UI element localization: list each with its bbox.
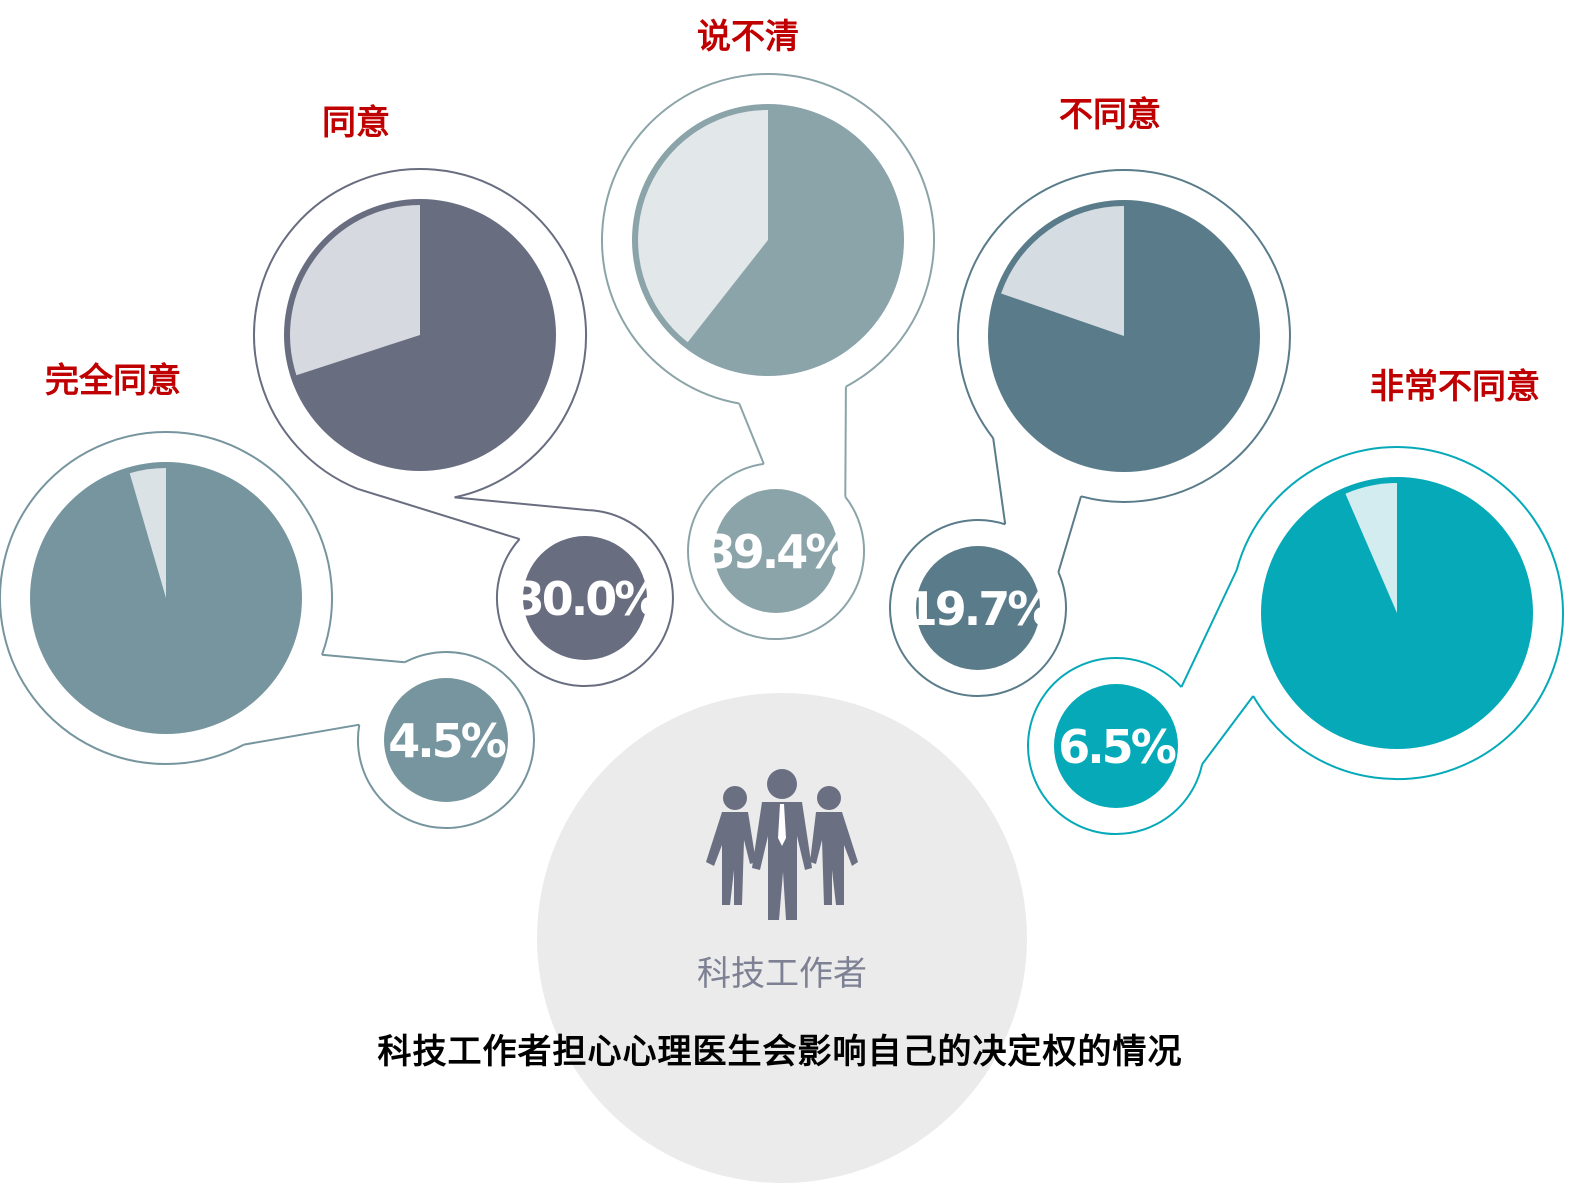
category-label-3: 不同意 <box>1059 95 1161 135</box>
connector-lines <box>0 73 1564 835</box>
value-bubble-4 <box>1054 684 1178 808</box>
pie-ring-3 <box>957 168 1291 503</box>
bubble-ring-2 <box>687 462 865 641</box>
value-label-4: 6.5% <box>1058 720 1175 774</box>
connector-line-0 <box>321 653 405 664</box>
connector-line-2 <box>844 386 847 497</box>
value-label-1: 30.0% <box>513 572 659 626</box>
connector-line-1 <box>454 496 589 512</box>
category-label-2: 说不清 <box>697 17 799 57</box>
pie-slice-value-4 <box>1345 483 1397 613</box>
value-label-0: 4.5% <box>388 714 505 768</box>
center-label: 科技工作者 <box>697 954 867 994</box>
pie-ring-0 <box>0 431 333 765</box>
center-background-circle <box>537 693 1027 1183</box>
category-label-0: 完全同意 <box>45 361 181 401</box>
value-bubble-2 <box>714 489 838 613</box>
value-bubble-group: 4.5% 30.0% 39.4% 19.7% 6.5% <box>384 489 1179 808</box>
category-label-4: 非常不同意 <box>1370 367 1540 407</box>
connector-line-b-1 <box>357 487 520 541</box>
bubble-ring-3 <box>889 519 1067 697</box>
connector-line-b-3 <box>992 438 1007 525</box>
bubble-ring-4 <box>1027 657 1204 835</box>
bubble-ring-0 <box>356 651 535 830</box>
value-bubble-0 <box>384 678 508 802</box>
value-label-2: 39.4% <box>704 525 850 579</box>
pie-slice-value-1 <box>290 205 420 376</box>
pie-slice-value-3 <box>1001 205 1124 336</box>
pie-group <box>30 104 1533 749</box>
value-label-3: 19.7% <box>906 582 1052 636</box>
pie-ring-1 <box>253 168 588 499</box>
pie-ring-4 <box>1235 446 1564 781</box>
connector-line-3 <box>1057 496 1082 573</box>
connector-line-b-4 <box>1180 569 1238 688</box>
bubble-ring-1 <box>495 509 674 688</box>
connector-line-4 <box>1201 695 1255 765</box>
people-group-icon <box>706 769 858 920</box>
pie-slice-value-2 <box>638 110 768 343</box>
chart-title: 科技工作者担心心理医生会影响自己的决定权的情况 <box>378 1032 1183 1072</box>
pie-slice-value-0 <box>129 468 166 598</box>
connector-line-b-2 <box>738 403 765 465</box>
pie-ring-2 <box>601 73 935 405</box>
category-label-1: 同意 <box>322 103 390 143</box>
connector-line-b-0 <box>243 723 360 746</box>
value-bubble-3 <box>916 546 1040 670</box>
value-bubble-1 <box>523 536 647 660</box>
